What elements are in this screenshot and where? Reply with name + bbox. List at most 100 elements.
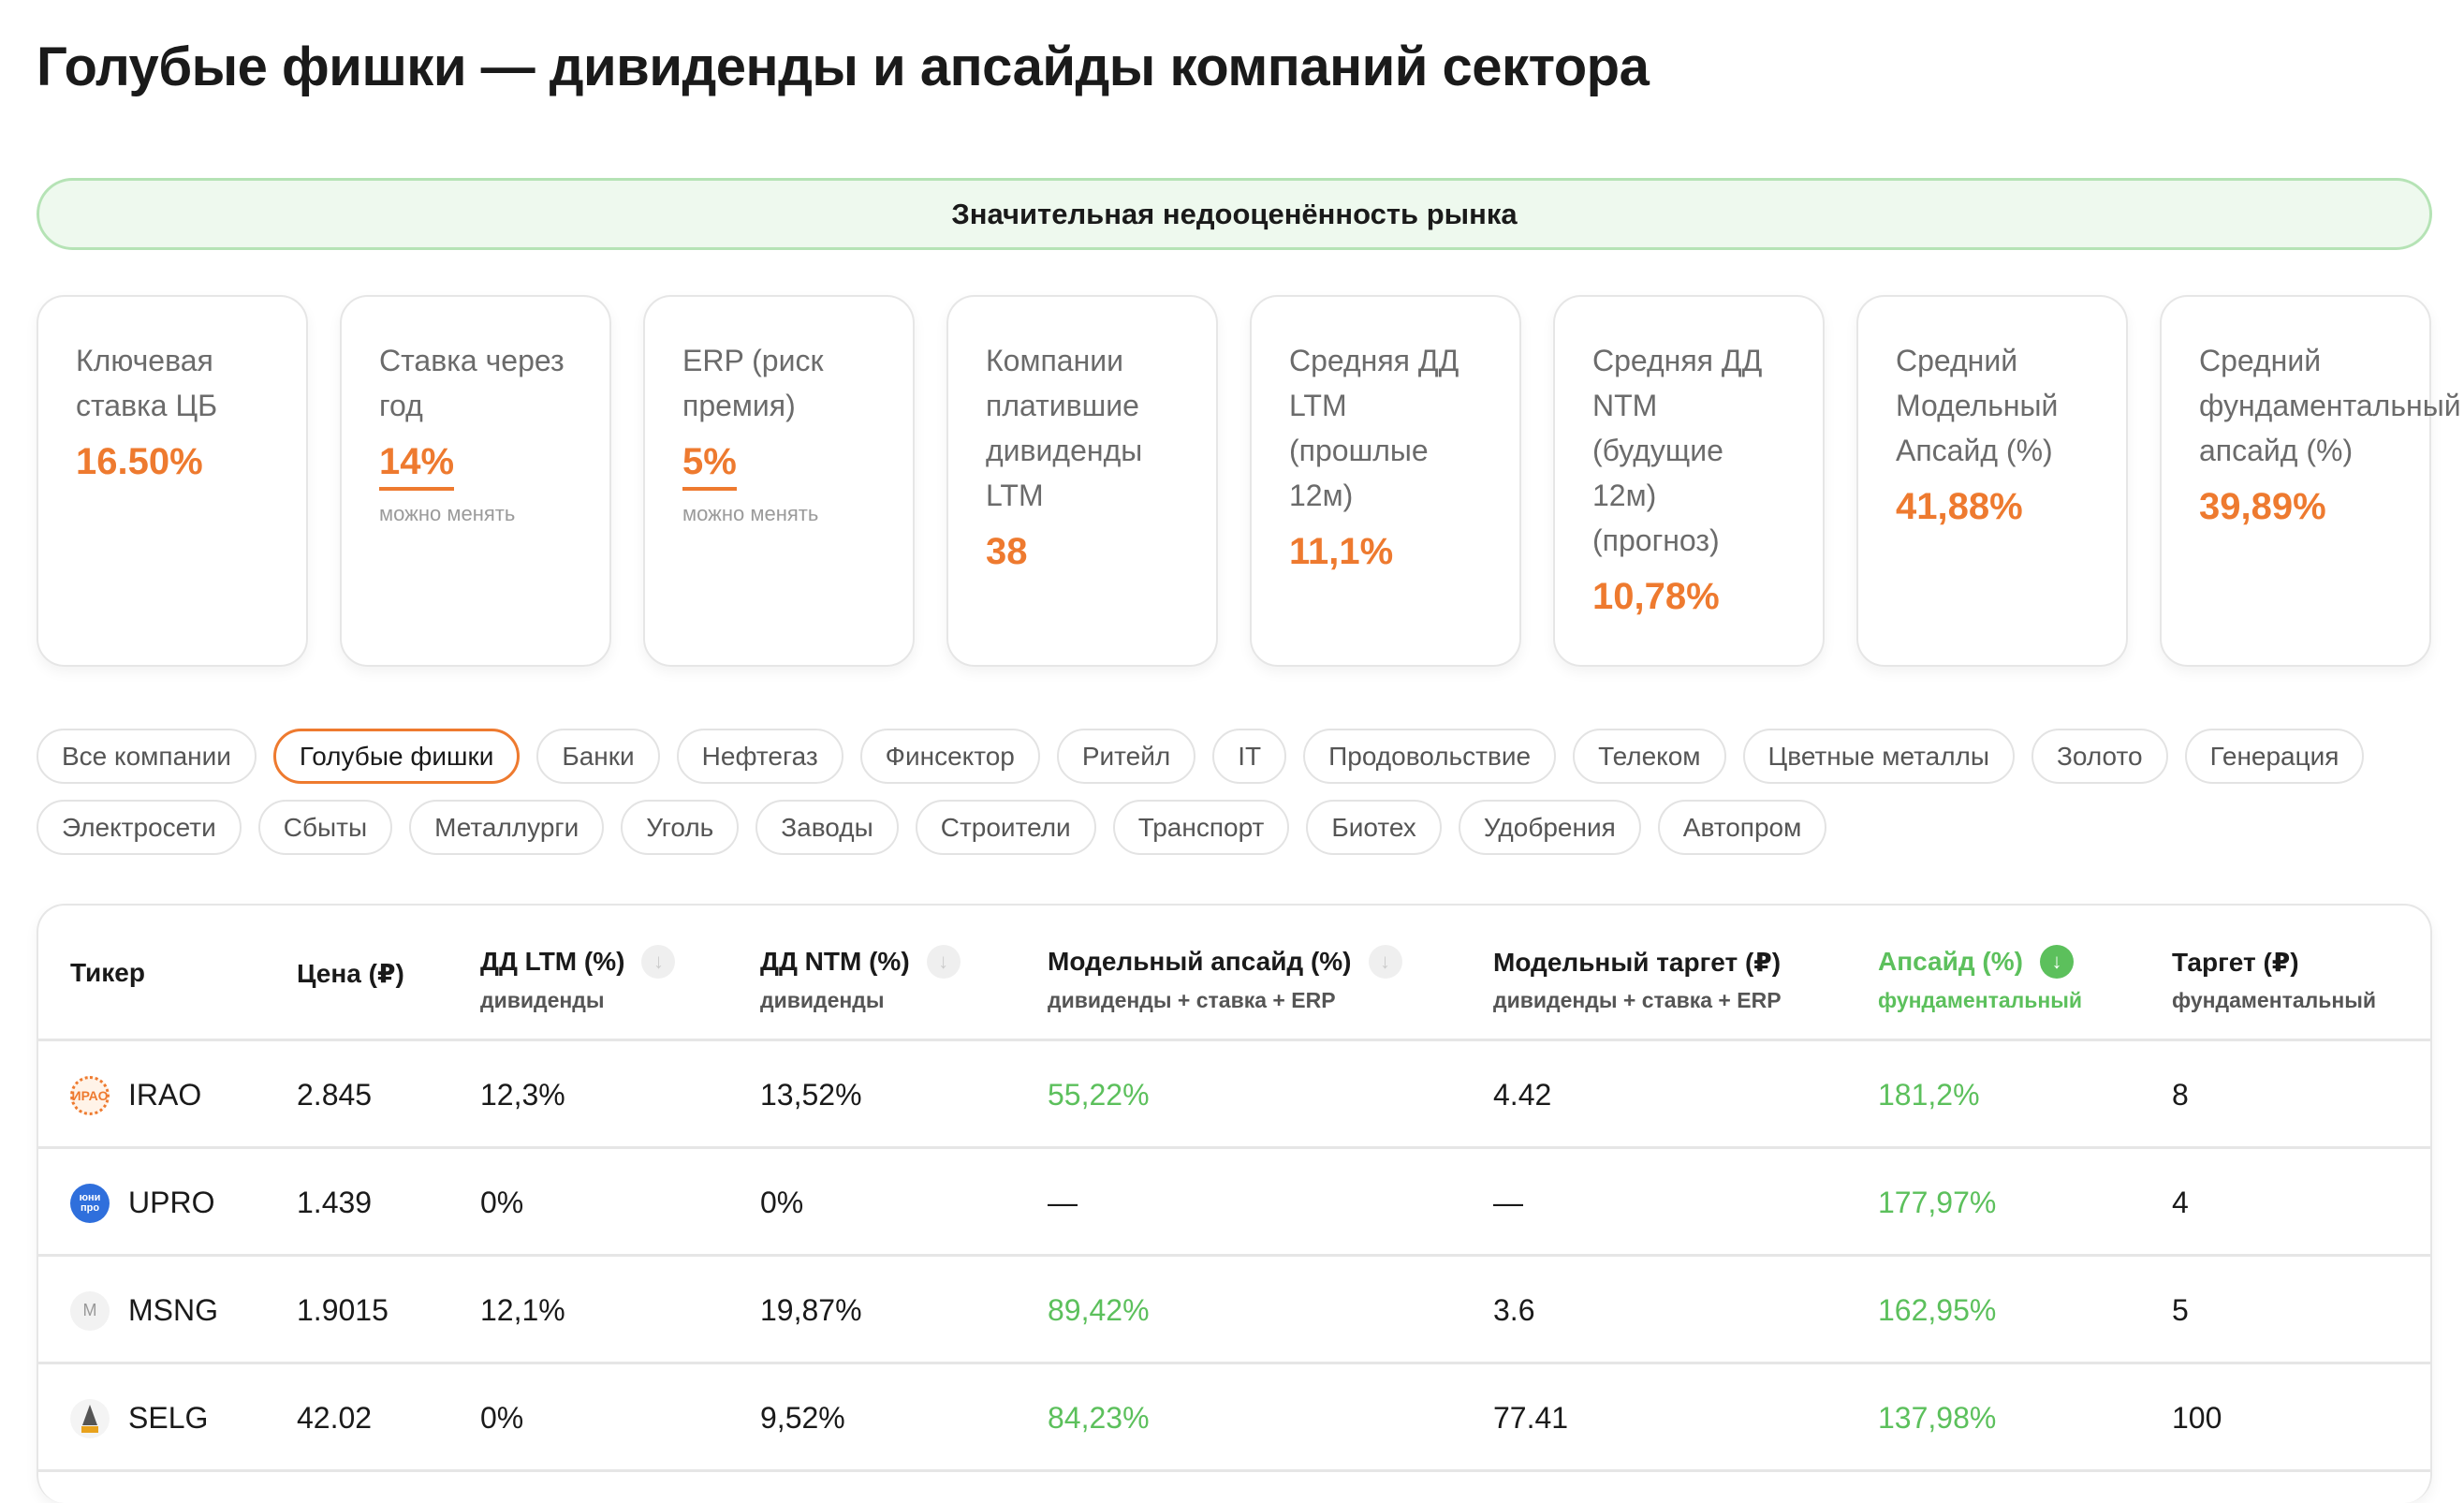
- column-header[interactable]: Модельный апсайд (%) ↓ дивиденды + ставка …: [1048, 943, 1402, 1013]
- cell-value: 19,87%: [760, 1293, 862, 1327]
- filter-chip[interactable]: Заводы: [755, 800, 899, 855]
- column-subtitle: дивиденды: [480, 988, 605, 1012]
- metric-label: Ключевая ставка ЦБ: [76, 344, 218, 422]
- column-title: Цена (₽): [297, 954, 404, 992]
- column-title-text: Модельный апсайд (%): [1048, 947, 1352, 976]
- cell-upside: 177,97%: [1878, 1149, 1996, 1257]
- filter-chip[interactable]: Транспорт: [1112, 800, 1290, 855]
- filter-chip[interactable]: Цветные металлы: [1742, 729, 2016, 784]
- cell-model-target: 3.6: [1493, 1257, 1534, 1364]
- cell-value: 3.6: [1493, 1293, 1535, 1327]
- metric-value-input[interactable]: 5%: [682, 441, 737, 491]
- irao-logo-icon: ИРАО: [70, 1075, 110, 1115]
- cell-upside: 162,95%: [1878, 1257, 1996, 1364]
- cell-model-upside: 55,22%: [1048, 1041, 1150, 1149]
- filter-chip[interactable]: IT: [1212, 729, 1287, 784]
- filter-chip[interactable]: Генерация: [2184, 729, 2365, 784]
- metric-card: ERP (риск премия) 5% можно менять: [643, 295, 915, 667]
- column-subtitle: дивиденды: [760, 988, 885, 1012]
- cell-target: 100: [2172, 1364, 2222, 1472]
- filter-chip[interactable]: Электросети: [37, 800, 242, 855]
- column-title: Апсайд (%) ↓: [1878, 943, 2082, 980]
- column-title: Таргет (₽): [2172, 943, 2376, 980]
- cell-value: 77.41: [1493, 1401, 1569, 1435]
- cell-value: 5: [2172, 1293, 2189, 1327]
- metric-value: 16.50%: [76, 441, 203, 482]
- column-subtitle: фундаментальный: [1878, 988, 2083, 1012]
- filter-chip[interactable]: Биотех: [1306, 800, 1442, 855]
- table-header: Тикер Цена (₽) ДД LTM (%) ↓ дивиденды ДД NTM …: [38, 906, 2430, 1041]
- filter-chip[interactable]: Автопром: [1657, 800, 1827, 855]
- cell-model-upside: 84,23%: [1048, 1364, 1150, 1472]
- filter-chip[interactable]: Удобрения: [1458, 800, 1641, 855]
- sort-arrow-down-icon[interactable]: ↓: [926, 945, 961, 979]
- column-title: ДД LTM (%) ↓: [480, 943, 676, 980]
- cell-upside: 181,2%: [1878, 1041, 1980, 1149]
- cell-model-target: —: [1493, 1149, 1523, 1257]
- filter-chip[interactable]: Банки: [536, 729, 660, 784]
- column-title-text: ДД NTM (%): [760, 947, 910, 976]
- filter-chip[interactable]: Ритейл: [1056, 729, 1196, 784]
- cell-value: 0%: [480, 1186, 524, 1219]
- sort-arrow-down-icon[interactable]: ↓: [2039, 945, 2074, 979]
- cell-model-target: 77.41: [1493, 1364, 1568, 1472]
- column-header[interactable]: Апсайд (%) ↓ фундаментальный: [1878, 943, 2082, 1013]
- cell-value: 89,42%: [1048, 1293, 1150, 1327]
- cell-value: 12,3%: [480, 1078, 565, 1112]
- column-subtitle: дивиденды + ставка + ERP: [1493, 988, 1782, 1012]
- table-row[interactable]: M MSNG 1.9015 12,1% 19,87% 89,42% 3.6 162,95% 5: [38, 1257, 2430, 1364]
- sort-arrow-down-icon[interactable]: ↓: [641, 945, 676, 979]
- metric-card: Средний фундаментальный апсайд (%) 39,89%: [2160, 295, 2461, 667]
- ticker-text[interactable]: IRAO: [128, 1078, 202, 1112]
- ticker-text[interactable]: UPRO: [128, 1186, 215, 1219]
- filter-chip[interactable]: Уголь: [621, 800, 740, 855]
- column-title: ДД NTM (%) ↓: [760, 943, 961, 980]
- cell-value: 181,2%: [1878, 1078, 1980, 1112]
- filter-chip[interactable]: Финсектор: [859, 729, 1040, 784]
- table-row[interactable]: SELG 42.02 0% 9,52% 84,23% 77.41 137,98% 100: [38, 1364, 2430, 1472]
- metric-label: Средний Модельный Апсайд (%): [1896, 344, 2059, 467]
- filter-chip[interactable]: Строители: [915, 800, 1096, 855]
- column-header[interactable]: ДД LTM (%) ↓ дивиденды: [480, 943, 676, 1013]
- table-row[interactable]: ИРАО IRAO 2.845 12,3% 13,52% 55,22% 4.42 181,2%…: [38, 1041, 2430, 1149]
- cell-value: 162,95%: [1878, 1293, 1997, 1327]
- filter-chip[interactable]: Золото: [2031, 729, 2168, 784]
- cell-value: —: [1048, 1186, 1078, 1219]
- metric-label: Компании платившие дивиденды LTM: [986, 344, 1143, 512]
- ticker-text[interactable]: MSNG: [128, 1293, 218, 1327]
- cell-ntm: 0%: [760, 1149, 803, 1257]
- metric-label: Средняя ДД NTM (будущие 12м) (прогноз): [1592, 344, 1763, 557]
- cell-ntm: 9,52%: [760, 1364, 845, 1472]
- cell-ltm: 12,1%: [480, 1257, 565, 1364]
- cell-ntm: 19,87%: [760, 1257, 862, 1364]
- filter-chip[interactable]: Металлурги: [409, 800, 605, 855]
- filter-chip[interactable]: Телеком: [1573, 729, 1726, 784]
- cell-value: 12,1%: [480, 1293, 565, 1327]
- column-header[interactable]: ДД NTM (%) ↓ дивиденды: [760, 943, 961, 1013]
- cell-price: 42.02: [297, 1364, 372, 1472]
- cell-value: 9,52%: [760, 1401, 845, 1435]
- filter-chip[interactable]: Сбыты: [257, 800, 393, 855]
- cell-value: 4.42: [1493, 1078, 1552, 1112]
- filter-chip[interactable]: Голубые фишки: [272, 729, 521, 784]
- metric-label: Средний фундаментальный апсайд (%): [2199, 344, 2461, 467]
- metric-label: ERP (риск премия): [682, 344, 824, 422]
- column-title-text: Апсайд (%): [1878, 947, 2023, 976]
- cell-value: 137,98%: [1878, 1401, 1997, 1435]
- cell-value: —: [1493, 1186, 1523, 1219]
- filter-chip[interactable]: Продовольствие: [1303, 729, 1557, 784]
- sort-arrow-down-icon[interactable]: ↓: [1368, 945, 1402, 979]
- ticker-text[interactable]: SELG: [128, 1401, 209, 1435]
- metric-value: 38: [986, 531, 1028, 572]
- filter-chip[interactable]: Все компании: [37, 729, 257, 784]
- filter-chip[interactable]: Нефтегаз: [676, 729, 843, 784]
- table-row[interactable]: юни про UPRO 1.439 0% 0% — — 177,97% 4: [38, 1149, 2430, 1257]
- metric-label: Ставка через год: [379, 344, 565, 422]
- metric-card: Компании платившие дивиденды LTM 38: [946, 295, 1218, 667]
- cell-ltm: 0%: [480, 1364, 523, 1472]
- column-header: Тикер: [70, 954, 145, 992]
- metric-card: Ставка через год 14% можно менять: [340, 295, 611, 667]
- metric-value-input[interactable]: 14%: [379, 441, 455, 491]
- sector-filter-chips: Все компании Голубые фишки Банки Нефтегаз Фи…: [37, 729, 2442, 855]
- cell-ticker: M MSNG: [70, 1257, 218, 1364]
